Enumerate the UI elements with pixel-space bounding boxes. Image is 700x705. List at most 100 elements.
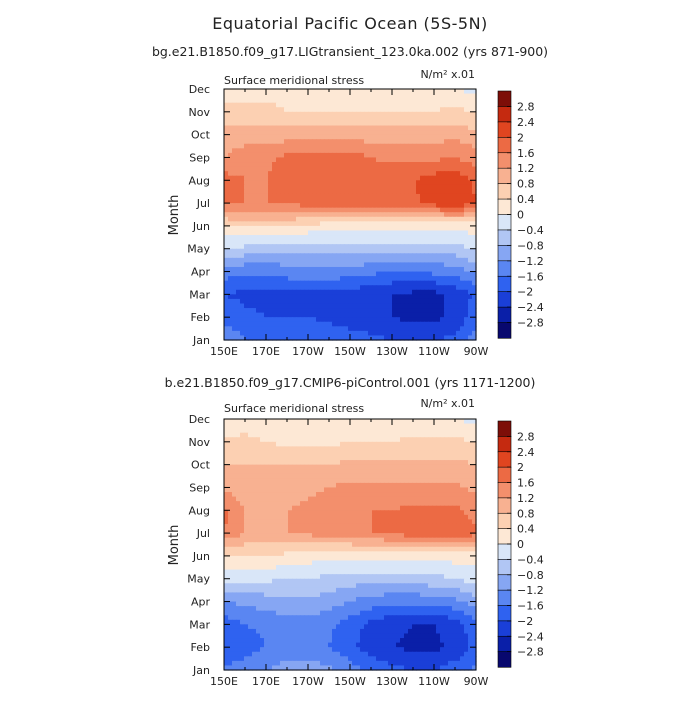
contour-cell: [436, 240, 441, 245]
contour-cell: [252, 258, 257, 263]
contour-cell: [312, 116, 317, 121]
contour-cell: [380, 474, 385, 479]
contour-cell: [244, 203, 249, 208]
contour-cell: [276, 212, 281, 217]
contour-cell: [240, 189, 245, 194]
contour-cell: [376, 135, 381, 140]
contour-cell: [284, 176, 289, 181]
contour-cell: [376, 130, 381, 135]
contour-cell: [380, 244, 385, 249]
contour-cell: [420, 446, 425, 451]
contour-cell: [280, 217, 285, 222]
contour-cell: [324, 487, 329, 492]
contour-cell: [396, 474, 401, 479]
contour-cell: [384, 217, 389, 222]
contour-cell: [304, 107, 309, 112]
contour-cell: [412, 249, 417, 254]
contour-cell: [284, 258, 289, 263]
contour-cell: [408, 221, 413, 226]
contour-cell: [376, 267, 381, 272]
contour-cell: [236, 94, 241, 99]
contour-cell: [248, 194, 253, 199]
contour-cell: [232, 326, 237, 331]
contour-cell: [460, 290, 465, 295]
contour-cell: [448, 103, 453, 108]
contour-cell: [260, 203, 265, 208]
contour-cell: [464, 176, 469, 181]
contour-cell: [288, 437, 293, 442]
contour-cell: [468, 139, 473, 144]
contour-cell: [340, 313, 345, 318]
contour-cell: [268, 506, 273, 511]
contour-cell: [436, 89, 441, 94]
contour-cell: [464, 506, 469, 511]
contour-cell: [292, 281, 297, 286]
contour-cell: [264, 148, 269, 153]
contour-cell: [444, 130, 449, 135]
contour-cell: [240, 419, 245, 424]
contour-cell: [232, 515, 237, 520]
contour-cell: [448, 469, 453, 474]
contour-cell: [292, 303, 297, 308]
contour-cell: [448, 478, 453, 483]
contour-cell: [404, 258, 409, 263]
contour-cell: [404, 212, 409, 217]
contour-cell: [328, 424, 333, 429]
contour-cell: [412, 130, 417, 135]
contour-cell: [336, 446, 341, 451]
contour-cell: [392, 267, 397, 272]
contour-cell: [392, 126, 397, 131]
contour-cell: [276, 226, 281, 231]
contour-cell: [364, 94, 369, 99]
contour-cell: [460, 157, 465, 162]
contour-cell: [280, 519, 285, 524]
contour-cell: [296, 244, 301, 249]
contour-cell: [384, 116, 389, 121]
contour-cell: [248, 103, 253, 108]
contour-cell: [236, 442, 241, 447]
contour-cell: [300, 322, 305, 327]
contour-cell: [416, 212, 421, 217]
contour-cell: [312, 303, 317, 308]
contour-cell: [252, 519, 257, 524]
contour-cell: [364, 285, 369, 290]
contour-cell: [468, 235, 473, 240]
contour-cell: [264, 235, 269, 240]
contour-cell: [368, 126, 373, 131]
contour-cell: [336, 506, 341, 511]
contour-cell: [420, 478, 425, 483]
contour-cell: [400, 180, 405, 185]
contour-cell: [400, 326, 405, 331]
contour-cell: [416, 331, 421, 336]
contour-cell: [424, 515, 429, 520]
contour-cell: [392, 272, 397, 277]
contour-cell: [268, 167, 273, 172]
contour-cell: [268, 258, 273, 263]
contour-cell: [264, 135, 269, 140]
contour-cell: [240, 203, 245, 208]
contour-cell: [264, 519, 269, 524]
contour-cell: [272, 492, 277, 497]
contour-cell: [248, 176, 253, 181]
contour-cell: [244, 217, 249, 222]
contour-cell: [364, 162, 369, 167]
contour-cell: [260, 153, 265, 158]
contour-cell: [376, 217, 381, 222]
contour-cell: [336, 456, 341, 461]
contour-cell: [272, 221, 277, 226]
contour-cell: [232, 107, 237, 112]
contour-cell: [364, 116, 369, 121]
contour-cell: [456, 294, 461, 299]
contour-cell: [252, 185, 257, 190]
contour-cell: [392, 317, 397, 322]
contour-cell: [400, 162, 405, 167]
contour-cell: [424, 478, 429, 483]
contour-cell: [384, 240, 389, 245]
contour-cell: [440, 299, 445, 304]
contour-cell: [296, 208, 301, 213]
contour-cell: [412, 272, 417, 277]
contour-cell: [344, 303, 349, 308]
contour-cell: [332, 135, 337, 140]
contour-cell: [272, 299, 277, 304]
contour-cell: [420, 139, 425, 144]
